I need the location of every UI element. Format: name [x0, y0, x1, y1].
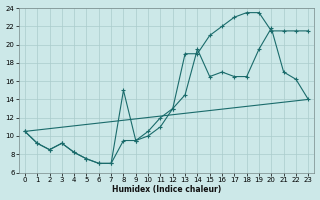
- X-axis label: Humidex (Indice chaleur): Humidex (Indice chaleur): [112, 185, 221, 194]
